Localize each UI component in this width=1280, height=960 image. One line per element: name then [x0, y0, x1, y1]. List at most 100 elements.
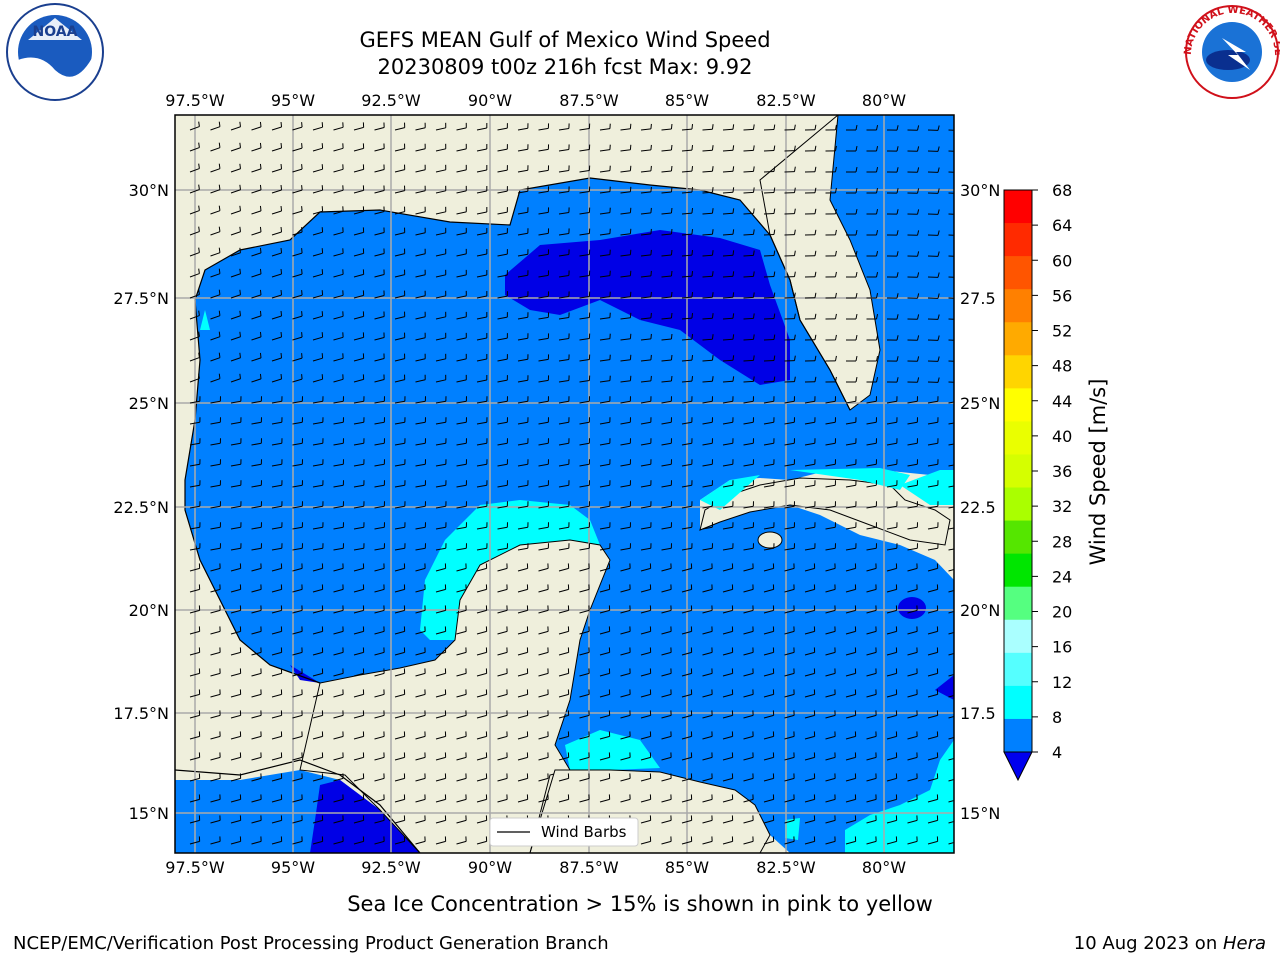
- wind-barb: [886, 689, 898, 698]
- wind-barb: [661, 207, 673, 215]
- wind-barb: [804, 626, 816, 635]
- wind-barb: [312, 689, 324, 698]
- wind-barb: [886, 314, 899, 320]
- wind-barb: [661, 312, 673, 320]
- wind-barb: [927, 314, 940, 320]
- wind-barb: [251, 522, 262, 530]
- wind-barb: [907, 293, 920, 299]
- wind-barb: [579, 731, 590, 740]
- wind-barb: [251, 184, 262, 194]
- lon-tick-label-top: 95°W: [271, 91, 315, 110]
- wind-barb: [681, 626, 693, 635]
- wind-barb: [661, 668, 672, 677]
- wind-barb: [620, 228, 632, 236]
- lat-tick-label-right: 22.5: [960, 498, 996, 517]
- wind-barb: [189, 522, 201, 530]
- wind-barb: [312, 396, 324, 404]
- wind-barb: [763, 271, 776, 278]
- wind-barb: [681, 292, 694, 299]
- wind-barb: [599, 647, 611, 656]
- wind-barb: [599, 480, 611, 488]
- wind-barb: [312, 227, 324, 236]
- wind-barb: [845, 731, 857, 740]
- wind-barb: [620, 144, 632, 152]
- wind-barb: [558, 543, 570, 551]
- wind-barb: [415, 122, 426, 131]
- wind-barb: [353, 605, 365, 614]
- wind-barb: [251, 247, 262, 257]
- wind-barb: [538, 270, 550, 278]
- wind-barb: [292, 311, 303, 320]
- wind-barb: [292, 563, 303, 572]
- wind-barb: [435, 227, 447, 236]
- wind-barb: [722, 250, 735, 257]
- wind-barb: [456, 311, 467, 320]
- wind-barb: [743, 334, 755, 341]
- wind-barb: [353, 710, 365, 719]
- wind-barb: [374, 396, 385, 404]
- wind-barb: [538, 144, 550, 152]
- wind-barb: [251, 289, 262, 299]
- wind-barb: [230, 289, 241, 299]
- wind-barb: [558, 354, 570, 362]
- wind-barb: [497, 144, 508, 152]
- wind-barb: [927, 563, 939, 572]
- wind-barb: [210, 522, 221, 530]
- wind-barb: [722, 815, 734, 824]
- wind-barb: [456, 752, 467, 761]
- wind-barb: [599, 731, 611, 740]
- wind-barb: [681, 376, 694, 383]
- wind-barb: [558, 312, 570, 320]
- wind-barb: [558, 123, 570, 131]
- wind-barb: [661, 459, 672, 467]
- wind-barb: [620, 438, 631, 446]
- wind-barb: [640, 501, 652, 509]
- wind-barb: [292, 164, 303, 173]
- wind-barb: [251, 773, 262, 782]
- wind-barb: [517, 249, 529, 257]
- wind-barb: [825, 668, 836, 677]
- wind-barb: [271, 836, 283, 845]
- wind-barb: [702, 208, 714, 215]
- wind-barb: [251, 815, 262, 824]
- wind-barb: [640, 207, 652, 215]
- wind-barb: [640, 186, 652, 194]
- wind-barb: [866, 438, 877, 446]
- wind-barb: [476, 375, 488, 383]
- wind-barb: [599, 354, 611, 362]
- wind-barb: [845, 459, 857, 467]
- wind-barb: [620, 626, 631, 635]
- wind-barb: [251, 584, 262, 593]
- wind-barb: [538, 333, 550, 341]
- wind-barb: [271, 289, 283, 299]
- wind-barb: [804, 710, 816, 719]
- wind-barb: [845, 626, 857, 635]
- lat-tick-label-right: 17.5: [960, 704, 996, 723]
- lat-tick-label-left: 25°N: [129, 394, 169, 413]
- wind-barb: [866, 314, 879, 320]
- wind-barb: [907, 230, 920, 236]
- wind-barb: [804, 271, 817, 278]
- wind-barb: [743, 731, 754, 740]
- lon-tick-label-top: 87.5°W: [559, 91, 619, 110]
- wind-barb: [661, 417, 672, 425]
- wind-barb: [743, 522, 754, 530]
- wind-barb: [538, 459, 549, 467]
- wind-barb: [743, 250, 755, 257]
- wind-barb: [538, 522, 549, 530]
- wind-barb: [825, 626, 836, 635]
- wind-barb: [292, 522, 303, 530]
- wind-barb: [907, 522, 918, 530]
- wind-barb: [189, 626, 201, 635]
- wind-barb: [210, 501, 221, 509]
- wind-barb: [845, 563, 857, 572]
- wind-barb: [312, 332, 324, 341]
- wind-barb: [394, 122, 406, 131]
- wind-barb: [579, 228, 591, 236]
- lon-tick-label-bottom: 87.5°W: [559, 858, 619, 877]
- wind-barb: [743, 480, 754, 488]
- wind-barb: [189, 647, 201, 656]
- wind-barb: [230, 184, 241, 194]
- wind-barb: [927, 522, 939, 530]
- wind-barb: [476, 396, 488, 404]
